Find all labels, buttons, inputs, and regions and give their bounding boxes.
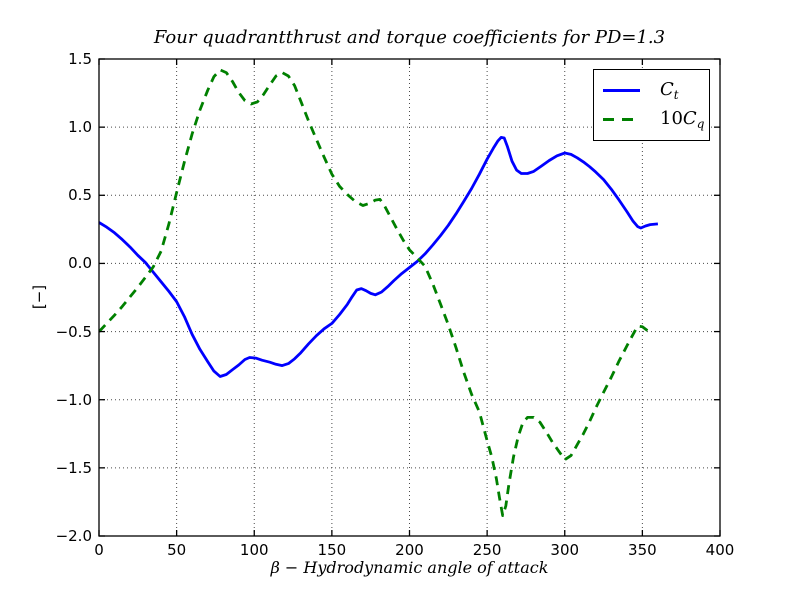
y-tick-label: 1.5 bbox=[68, 50, 92, 68]
x-tick-label: 100 bbox=[239, 541, 269, 559]
chart-title: Four quadrantthrust and torque coefficie… bbox=[153, 27, 666, 48]
x-tick-label: 350 bbox=[628, 541, 657, 559]
x-tick-label: 300 bbox=[550, 541, 580, 559]
y-tick-label: −2.0 bbox=[55, 527, 92, 545]
legend-item-ct: Ct bbox=[594, 77, 709, 105]
y-tick-label: −1.0 bbox=[55, 390, 92, 409]
x-tick-label: 50 bbox=[167, 541, 187, 559]
y-tick-label: −1.5 bbox=[55, 458, 92, 477]
x-tick-label: 250 bbox=[472, 541, 502, 559]
x-tick-label: 0 bbox=[94, 541, 104, 559]
legend-item-10cq: 10Cq bbox=[594, 106, 709, 134]
y-tick-label: −0.5 bbox=[55, 322, 92, 341]
y-tick-label: 0.0 bbox=[68, 254, 92, 273]
x-tick-label: 200 bbox=[395, 541, 424, 559]
legend-label-ct: Ct bbox=[660, 79, 679, 102]
x-axis-label: β − Hydrodynamic angle of attack bbox=[270, 558, 549, 577]
x-tick-label: 400 bbox=[705, 541, 735, 559]
x-tick-label: 150 bbox=[317, 541, 347, 559]
y-tick-label: 1.0 bbox=[68, 118, 92, 137]
10cq-line-sample bbox=[603, 118, 640, 121]
ct-line-sample bbox=[603, 89, 640, 92]
y-tick-label: 0.5 bbox=[68, 186, 92, 205]
legend: Ct 10Cq bbox=[593, 69, 710, 141]
legend-label-10cq: 10Cq bbox=[660, 108, 705, 131]
